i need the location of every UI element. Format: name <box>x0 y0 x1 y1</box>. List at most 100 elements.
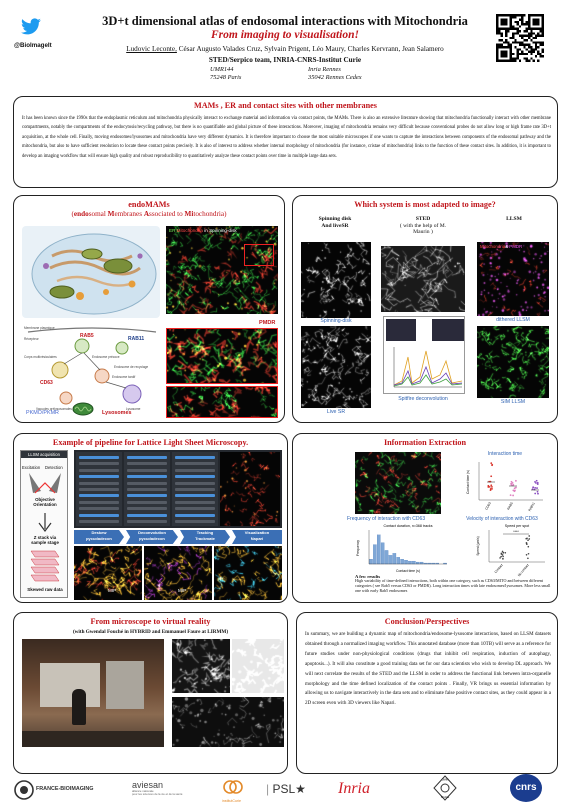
pmdr-zoom-image <box>166 328 278 384</box>
spinning-disk-image <box>301 242 371 318</box>
speed-point <box>528 535 531 537</box>
scale-bot: SCALE <box>441 795 450 799</box>
software-form-row <box>127 507 167 511</box>
time-point <box>531 488 534 491</box>
vr-render-2 <box>232 639 284 693</box>
software-form-row <box>79 462 119 466</box>
time-point <box>490 462 493 465</box>
coauthors: César Augusto Valades Cruz, Sylvain Prig… <box>176 45 444 53</box>
time-point <box>513 490 516 493</box>
sub-mid3: ssociated to <box>149 210 185 218</box>
speed-point <box>527 539 529 541</box>
vr-panel: From microscope to virtual reality (with… <box>13 612 288 774</box>
results-title: A few results <box>355 574 381 579</box>
speed-point <box>500 553 503 555</box>
hist-bar <box>388 555 393 565</box>
microscope-panel: Which system is most adapted to image? S… <box>292 195 558 423</box>
software-form-row <box>127 500 167 504</box>
hist-bar <box>404 560 408 565</box>
speed-chart: Speed per spot Speed (µm/s) Contact No cont… <box>473 522 549 578</box>
software-form-row <box>79 481 119 485</box>
time-point <box>532 486 535 489</box>
hist-bar <box>369 559 373 565</box>
time-point <box>511 482 514 484</box>
cnrs-text: cnrs <box>515 782 537 793</box>
hist-bg <box>355 522 451 574</box>
microscope-title: Which system is most adapted to image? <box>354 200 496 209</box>
sim-llsm-image <box>477 326 549 398</box>
lead-author: Ludovic Leconte, <box>126 45 177 53</box>
psl-text: PSL <box>272 782 296 796</box>
lysosome-zoom-image <box>166 386 278 418</box>
software-form-row <box>175 468 215 472</box>
tracks-3d-image <box>355 452 441 514</box>
hist-bar <box>415 561 420 565</box>
caption-livesr: Live SR <box>326 409 346 415</box>
software-form-row <box>175 456 215 459</box>
llsm-label: Mitochondria& PMDR <box>480 244 522 249</box>
time-point <box>536 483 539 486</box>
software-form-row <box>175 475 215 479</box>
napari-window <box>220 452 280 526</box>
address-left: UMR144 75248 Paris <box>210 66 241 82</box>
time-point <box>536 490 539 493</box>
conclusion-panel: Conclusion/Perspectives In summary, we a… <box>296 612 558 774</box>
address-right-2: 35042 Rennes Cedex <box>308 74 362 81</box>
vr-render-1 <box>172 639 230 693</box>
hist-bar <box>377 534 381 565</box>
rab11-label: RAB11 <box>128 336 144 342</box>
endosomal-pathway-diagram: Membrane plasmique Récepteur Endosome pr… <box>22 324 162 416</box>
intro-panel: MAMs , ER and contact sites with other m… <box>13 96 558 188</box>
caption-spinning: Spinning-disk <box>320 318 352 324</box>
hist-bar <box>400 559 404 565</box>
step-visualization: Visualization Napari <box>232 530 282 544</box>
software-form-row <box>175 513 215 517</box>
time-category: RAB5 <box>506 501 514 510</box>
twitter-handle[interactable]: @BioImageIt <box>14 42 52 49</box>
endomams-subtitle: (endosomal Membranes Associated to Mitoc… <box>14 210 284 218</box>
caption-frequency: Frequency of interaction with CD63 <box>347 516 426 522</box>
software-form-row <box>79 468 119 472</box>
aviesan-sub: alliance nationale pour les sciences de … <box>132 789 183 797</box>
col-sted: STED ( with the help of M. Maurin ) <box>381 216 465 236</box>
detection-label: Detection <box>45 465 63 470</box>
hist-bar <box>408 560 412 565</box>
speed-point <box>504 551 507 554</box>
excitation-label: Excitation <box>22 465 41 470</box>
time-point <box>491 486 493 488</box>
speed-point <box>502 551 505 554</box>
caption-sim: SIM LLSM <box>500 399 526 405</box>
qr-code-icon[interactable] <box>496 14 544 62</box>
software-form-row <box>79 456 119 459</box>
time-point <box>537 492 539 495</box>
contact-duration-histogram: Contact duration, n=368 tracks Contact ti… <box>355 522 451 574</box>
sted-credit-2: Maurin ) <box>413 229 433 236</box>
objective-label: Objective Orientation <box>33 497 57 508</box>
speed-point <box>501 550 504 553</box>
sted-profile-plot <box>383 316 465 394</box>
hist-ylabel: Frequency <box>356 540 360 556</box>
address-left-1: UMR144 <box>210 66 234 73</box>
software-form-row <box>175 520 215 523</box>
pkmo-label: PKMO/PKMR <box>26 410 59 416</box>
hist-bar <box>380 542 385 565</box>
software-form-row <box>79 500 119 504</box>
speed-point <box>526 537 528 540</box>
hist-bar <box>373 544 377 565</box>
software-screens <box>74 450 282 528</box>
diagram-label: Lysosome <box>126 407 141 411</box>
sub-pre: ( <box>71 210 74 218</box>
address-right: Inria Rennes 35042 Rennes Cedex <box>308 66 362 82</box>
time-point <box>489 489 492 491</box>
speed-point <box>500 555 502 558</box>
speed-category: Contact <box>494 563 504 574</box>
time-point <box>534 492 537 495</box>
aviesan-text: aviesan <box>132 780 164 790</box>
speed-title: Speed per spot <box>505 524 529 528</box>
mitochondrion-icon <box>72 402 94 416</box>
fbi-text: FRANCE-BIOIMAGING <box>36 786 94 792</box>
speed-point <box>502 555 504 558</box>
diagram-label: Endosome tardif <box>112 375 135 379</box>
software-form-row <box>127 468 167 472</box>
software-form-row <box>79 520 119 523</box>
